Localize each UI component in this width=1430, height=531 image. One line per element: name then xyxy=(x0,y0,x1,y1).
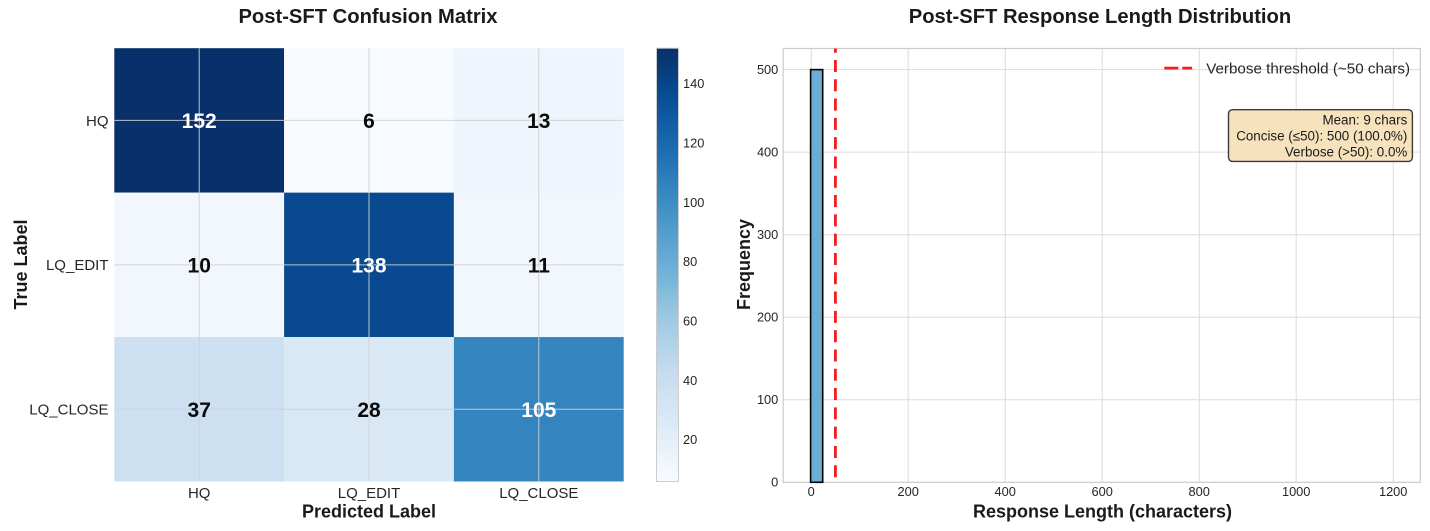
svg-text:200: 200 xyxy=(898,484,919,499)
svg-text:Response Length (characters): Response Length (characters) xyxy=(973,501,1232,521)
svg-text:138: 138 xyxy=(351,254,386,277)
svg-text:100: 100 xyxy=(683,195,704,210)
svg-text:LQ_EDIT: LQ_EDIT xyxy=(338,485,401,502)
svg-text:105: 105 xyxy=(521,399,556,422)
svg-text:400: 400 xyxy=(757,144,778,159)
svg-text:Concise (≤50): 500 (100.0%): Concise (≤50): 500 (100.0%) xyxy=(1236,129,1407,144)
svg-text:40: 40 xyxy=(683,373,697,388)
svg-text:6: 6 xyxy=(363,110,375,133)
svg-text:80: 80 xyxy=(683,254,697,269)
svg-text:20: 20 xyxy=(683,432,697,447)
svg-text:400: 400 xyxy=(995,484,1016,499)
svg-text:HQ: HQ xyxy=(188,485,211,502)
svg-text:120: 120 xyxy=(683,136,704,151)
svg-text:1200: 1200 xyxy=(1379,484,1407,499)
svg-text:200: 200 xyxy=(757,310,778,325)
svg-text:Predicted Label: Predicted Label xyxy=(302,501,436,521)
svg-text:1000: 1000 xyxy=(1282,484,1310,499)
svg-text:10: 10 xyxy=(188,254,211,277)
svg-text:300: 300 xyxy=(757,227,778,242)
svg-text:28: 28 xyxy=(357,399,381,422)
svg-text:Verbose (>50): 0.0%: Verbose (>50): 0.0% xyxy=(1285,145,1408,160)
svg-text:LQ_CLOSE: LQ_CLOSE xyxy=(29,402,108,419)
svg-text:LQ_CLOSE: LQ_CLOSE xyxy=(499,485,578,502)
svg-text:Verbose threshold (~50 chars): Verbose threshold (~50 chars) xyxy=(1206,61,1410,78)
svg-text:Post-SFT Confusion Matrix: Post-SFT Confusion Matrix xyxy=(238,6,498,28)
svg-text:37: 37 xyxy=(188,399,211,422)
svg-text:13: 13 xyxy=(527,110,550,133)
svg-text:600: 600 xyxy=(1092,484,1113,499)
svg-text:100: 100 xyxy=(757,392,778,407)
svg-text:Post-SFT Response Length Distr: Post-SFT Response Length Distribution xyxy=(909,6,1291,28)
svg-text:0: 0 xyxy=(808,484,815,499)
svg-text:0: 0 xyxy=(771,475,778,490)
svg-text:500: 500 xyxy=(757,62,778,77)
svg-text:800: 800 xyxy=(1189,484,1210,499)
svg-text:60: 60 xyxy=(683,314,697,329)
svg-text:Frequency: Frequency xyxy=(734,219,754,310)
svg-text:Mean: 9 chars: Mean: 9 chars xyxy=(1322,112,1407,127)
svg-text:True Label: True Label xyxy=(11,219,31,309)
svg-text:11: 11 xyxy=(528,254,551,277)
svg-text:152: 152 xyxy=(182,110,217,133)
svg-text:LQ_EDIT: LQ_EDIT xyxy=(46,257,109,274)
svg-text:HQ: HQ xyxy=(86,113,109,130)
svg-text:140: 140 xyxy=(683,76,704,91)
